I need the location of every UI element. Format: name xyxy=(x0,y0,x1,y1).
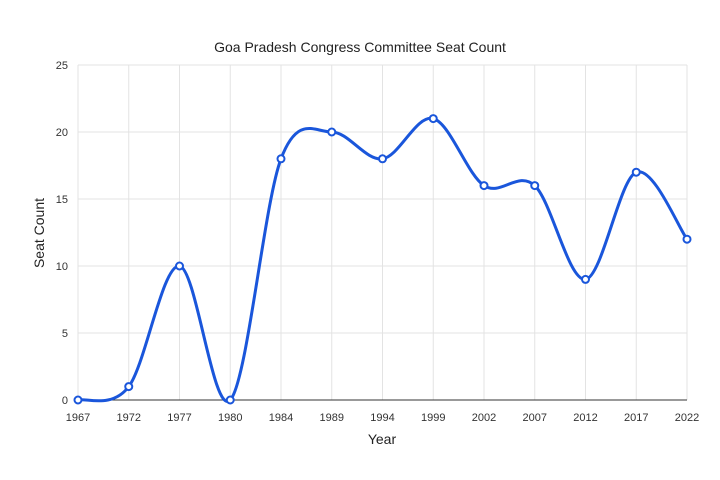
x-tick-labels: 1967 1972 1977 1980 1984 1989 1994 1999 2002 2007… xyxy=(66,412,699,424)
data-point[interactable] xyxy=(378,154,387,164)
data-point[interactable] xyxy=(124,382,134,392)
x-tick-label: 1977 xyxy=(167,412,191,424)
y-tick-label: 15 xyxy=(56,194,68,206)
y-tick-label: 20 xyxy=(56,127,68,139)
data-point[interactable] xyxy=(631,167,641,177)
x-tick-label: 1999 xyxy=(421,412,445,424)
x-tick-label: 1967 xyxy=(66,412,90,424)
data-points xyxy=(73,114,692,405)
y-tick-labels: 0 5 10 15 20 25 xyxy=(56,60,68,407)
x-tick-label: 1984 xyxy=(269,412,293,424)
data-point[interactable] xyxy=(428,114,438,124)
data-point[interactable] xyxy=(682,234,692,244)
data-point[interactable] xyxy=(479,181,489,191)
data-point[interactable] xyxy=(327,127,337,137)
chart-title: Goa Pradesh Congress Committee Seat Coun… xyxy=(214,39,506,55)
x-tick-label: 1972 xyxy=(117,412,141,424)
y-tick-label: 0 xyxy=(62,395,68,407)
x-tick-label: 2012 xyxy=(573,412,597,424)
x-axis-label: Year xyxy=(368,431,397,447)
data-point[interactable] xyxy=(530,181,540,191)
y-tick-label: 5 xyxy=(62,328,68,340)
y-axis-label: Seat Count xyxy=(31,198,47,268)
y-tick-label: 25 xyxy=(56,60,68,72)
x-tick-label: 1994 xyxy=(370,412,394,424)
data-point[interactable] xyxy=(276,154,286,164)
y-tick-label: 10 xyxy=(56,261,68,273)
x-tick-label: 2017 xyxy=(624,412,648,424)
data-point[interactable] xyxy=(225,395,235,405)
x-tick-label: 2022 xyxy=(675,412,699,424)
x-tick-label: 1989 xyxy=(320,412,344,424)
x-tick-label: 1980 xyxy=(218,412,242,424)
data-point[interactable] xyxy=(73,395,83,405)
data-point[interactable] xyxy=(581,274,590,284)
x-tick-label: 2002 xyxy=(472,412,496,424)
x-tick-label: 2007 xyxy=(523,412,547,424)
grid-lines xyxy=(77,64,688,401)
data-point[interactable] xyxy=(175,261,184,271)
